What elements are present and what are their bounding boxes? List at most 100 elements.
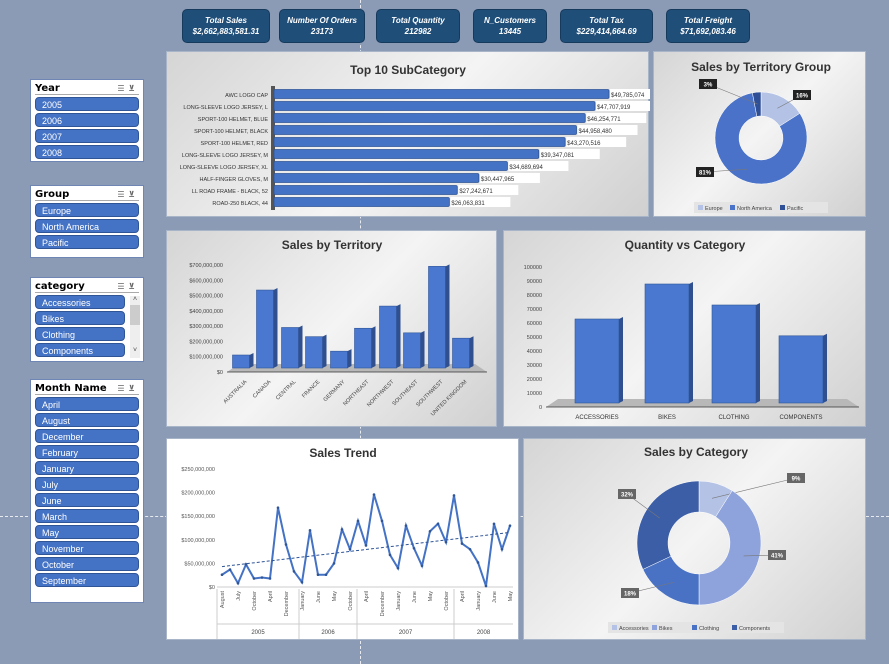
bar-side (322, 334, 327, 368)
kpi-card: Total Sales $2,662,883,581.31 (182, 9, 270, 43)
category-label: SPORT-100 HELMET, BLUE (198, 117, 269, 123)
y-tick-label: $0 (209, 585, 215, 591)
month-label: April (268, 591, 274, 602)
clear-filter-icon[interactable]: ⊻ (128, 189, 139, 199)
x-tick-label: COMPONENTS (779, 415, 822, 421)
data-label: $44,958,480 (579, 129, 613, 135)
slicer-item-components[interactable]: Components (35, 343, 125, 357)
slicer-item-clothing[interactable]: Clothing (35, 327, 125, 341)
slicer-item-february[interactable]: February (35, 445, 139, 459)
bar (428, 266, 446, 369)
data-point (348, 547, 352, 551)
slicer-item-2006[interactable]: 2006 (35, 113, 139, 127)
data-label-bg (610, 89, 650, 99)
month-label: May (332, 591, 338, 602)
x-tick-label: ACCESSORIES (575, 415, 618, 421)
legend-label: Clothing (699, 626, 719, 632)
y-tick-label: $500,000,000 (189, 294, 223, 300)
slicer-item-2005[interactable]: 2005 (35, 97, 139, 111)
clear-filter-icon[interactable]: ⊻ (128, 383, 139, 393)
month-label: April (364, 591, 370, 602)
slicer-item-2007[interactable]: 2007 (35, 129, 139, 143)
y-tick-label: $100,000,000 (189, 355, 223, 361)
clear-filter-icon[interactable]: ⊻ (128, 83, 139, 93)
data-point (308, 529, 312, 532)
bar (452, 337, 470, 369)
data-label: $27,242,671 (459, 189, 493, 195)
year-label: 2006 (321, 630, 335, 636)
data-point (228, 568, 232, 571)
kpi-value: 212982 (404, 27, 432, 36)
data-label: $30,447,965 (481, 177, 515, 183)
data-point (484, 584, 488, 588)
multi-select-icon[interactable]: ☰ (117, 189, 129, 199)
data-point (316, 573, 320, 577)
month-label: January (476, 591, 482, 611)
bar (711, 304, 757, 404)
chart-quantity-vs-category: Quantity vs Category 0 10000 20000 30000 4000… (503, 230, 866, 427)
data-label: $49,785,074 (611, 93, 645, 99)
legend-label: Accessories (619, 626, 649, 632)
bar (379, 305, 397, 369)
data-label-bg (699, 79, 717, 89)
slicer-item-october[interactable]: October (35, 557, 139, 571)
multi-select-icon[interactable]: ☰ (117, 383, 129, 393)
data-label: $47,707,919 (597, 105, 631, 111)
chart-title: Sales by Territory Group (691, 60, 831, 74)
y-tick-label: 70000 (527, 307, 542, 313)
chart-sales-by-category: Sales by Category 9% 41% 18% 32% Accessories B… (523, 438, 866, 640)
data-point (436, 522, 440, 526)
slicer-item-august[interactable]: August (35, 413, 139, 427)
slicer-item-pacific[interactable]: Pacific (35, 235, 139, 249)
bar-side (420, 330, 425, 368)
bar (281, 327, 299, 369)
month-label: August (220, 591, 226, 609)
data-point (236, 581, 240, 585)
slicer-item-september[interactable]: September (35, 573, 139, 587)
bar-side (756, 303, 760, 403)
slicer-toolbar: ☰⊻ (117, 190, 139, 199)
bar (273, 89, 610, 99)
slicer-scrollbar[interactable]: ˄ ˅ (130, 296, 140, 358)
y-tick-label: 80000 (527, 293, 542, 299)
y-tick-label: $300,000,000 (189, 324, 223, 330)
bar-side (273, 288, 278, 368)
slicer-item-north-america[interactable]: North America (35, 219, 139, 233)
kpi-value: $71,692,083.46 (680, 27, 736, 36)
clear-filter-icon[interactable]: ⊻ (128, 281, 139, 291)
slicer-item-december[interactable]: December (35, 429, 139, 443)
month-label: January (396, 591, 402, 611)
kpi-card: Total Freight $71,692,083.46 (666, 9, 750, 43)
slicer-item-november[interactable]: November (35, 541, 139, 555)
category-label: LONG-SLEEVE LOGO JERSEY, L (183, 105, 268, 111)
slicer-item-may[interactable]: May (35, 525, 139, 539)
slicer-item-march[interactable]: March (35, 509, 139, 523)
multi-select-icon[interactable]: ☰ (117, 83, 129, 93)
slicer-item-july[interactable]: July (35, 477, 139, 491)
data-point (340, 528, 344, 531)
bar (273, 185, 458, 195)
bar (273, 125, 577, 135)
data-label: $26,063,831 (451, 201, 485, 207)
data-point (324, 573, 328, 577)
data-point (244, 563, 248, 566)
slicer-item-bikes[interactable]: Bikes (35, 311, 125, 325)
bar (273, 197, 450, 207)
slicer-item-europe[interactable]: Europe (35, 203, 139, 217)
y-tick-label: 20000 (527, 377, 542, 383)
slicer-item-june[interactable]: June (35, 493, 139, 507)
slicer-item-2008[interactable]: 2008 (35, 145, 139, 159)
slicer-item-april[interactable]: April (35, 397, 139, 411)
slicer-header: Group ☰⊻ (35, 188, 139, 201)
slicer-header: Year ☰⊻ (35, 82, 139, 95)
data-label-bg (768, 550, 786, 560)
data-label: 18% (624, 592, 637, 598)
kpi-card: Number Of Orders 23173 (279, 9, 365, 43)
slicer-item-january[interactable]: January (35, 461, 139, 475)
month-label: June (492, 591, 498, 603)
bar (574, 318, 620, 404)
y-tick-label: $200,000,000 (189, 339, 223, 345)
kpi-label: Total Tax (589, 16, 624, 25)
slicer-item-accessories[interactable]: Accessories (35, 295, 125, 309)
multi-select-icon[interactable]: ☰ (117, 281, 129, 291)
